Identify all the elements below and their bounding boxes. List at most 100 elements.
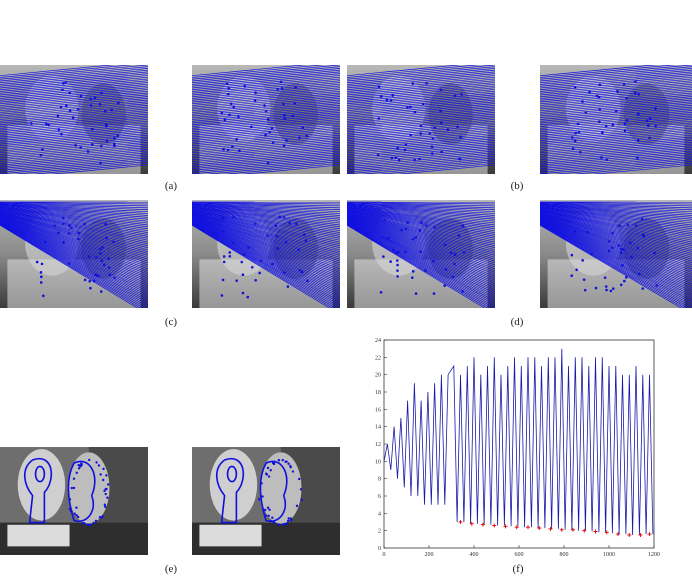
feature-point	[222, 148, 225, 151]
feature-point	[385, 98, 389, 102]
epipolar-line	[192, 217, 340, 279]
epipolar-line	[347, 211, 495, 249]
epipolar-line	[0, 208, 148, 235]
feature-point	[112, 142, 116, 146]
epipolar-line	[192, 111, 340, 127]
feature-point	[638, 272, 641, 276]
statue-head	[209, 449, 258, 521]
epipolar-line	[540, 217, 692, 281]
feature-point	[110, 108, 114, 112]
epipolar-line	[192, 202, 340, 209]
epipolar-line	[540, 122, 692, 138]
feature-point	[300, 270, 304, 274]
epipolar-line	[347, 220, 495, 292]
epipolar-line	[540, 205, 692, 224]
epipolar-line	[347, 69, 495, 85]
feature-point	[258, 271, 261, 275]
feature-point	[83, 222, 86, 226]
epipolar-line	[192, 209, 340, 243]
epipolar-line	[192, 207, 340, 230]
epipolar-line	[192, 207, 340, 233]
contour-path	[34, 465, 46, 483]
epipolar-line	[192, 131, 340, 147]
marker-point	[526, 525, 530, 530]
x-tick-label: 0	[383, 552, 386, 558]
feature-point	[419, 124, 423, 128]
feature-point	[382, 255, 385, 258]
feature-point	[411, 237, 415, 241]
marker-point	[582, 528, 587, 533]
feature-point	[446, 128, 450, 131]
epipolar-line	[347, 82, 495, 98]
contour-point	[265, 473, 269, 476]
marker-point	[537, 526, 542, 531]
epipolar-line	[540, 115, 692, 131]
epipolar-line	[347, 127, 495, 143]
contour-path	[259, 460, 288, 523]
epipolar-line	[192, 214, 340, 266]
feature-point	[379, 95, 383, 98]
feature-point	[101, 246, 104, 249]
statue-image-left	[0, 447, 148, 555]
feature-point	[57, 231, 60, 235]
epipolar-line	[347, 219, 495, 289]
feature-point	[113, 276, 116, 280]
feature-point	[113, 144, 116, 148]
epipolar-line	[347, 207, 495, 232]
epipolar-line	[0, 75, 148, 91]
epipolar-line	[0, 145, 148, 161]
feature-point	[430, 145, 434, 149]
contour-point	[75, 471, 78, 474]
feature-point	[88, 279, 92, 283]
feature-point	[404, 250, 407, 253]
epipolar-line	[192, 215, 340, 271]
epipolar-line	[540, 148, 692, 164]
feature-point	[268, 130, 271, 134]
feature-point	[57, 128, 61, 131]
epipolar-line	[0, 216, 148, 275]
contour-point	[104, 487, 107, 491]
feature-point	[271, 141, 275, 144]
epipolar-line	[192, 99, 340, 115]
epipolar-line	[540, 211, 692, 249]
epipolar-line	[0, 129, 148, 145]
feature-point	[582, 278, 586, 281]
feature-point	[100, 91, 103, 95]
epipolar-line	[192, 90, 340, 106]
epipolar-line	[347, 147, 495, 163]
epipolar-line	[192, 202, 340, 207]
epipolar-line	[347, 209, 495, 241]
epipolar-line	[0, 122, 148, 138]
epipolar-line	[347, 220, 495, 296]
epipolar-line	[192, 118, 340, 134]
feature-points	[379, 218, 466, 295]
contour-point	[101, 515, 104, 518]
epipolar-line	[540, 131, 692, 147]
epipolar-line	[0, 154, 148, 170]
feature-point	[232, 215, 235, 219]
feature-points	[376, 82, 463, 162]
feature-point	[575, 268, 578, 272]
epipolar-line	[540, 204, 692, 218]
feature-point	[242, 253, 246, 256]
epipolar-line	[347, 115, 495, 131]
contour-point	[281, 458, 284, 462]
contour-point	[267, 514, 270, 517]
epipolar-line	[540, 75, 692, 91]
epipolar-lines	[192, 65, 340, 174]
series-line	[383, 348, 654, 536]
feature-point	[590, 252, 593, 256]
feature-point	[221, 278, 225, 282]
epipolar-line	[0, 217, 148, 279]
contour-point	[103, 489, 106, 493]
feature-point	[240, 260, 244, 264]
epipolar-line	[361, 161, 495, 174]
epipolar-line	[0, 131, 148, 147]
contour-point	[106, 496, 109, 499]
feature-point	[404, 227, 408, 230]
epipolar-line	[347, 216, 495, 275]
feature-point	[77, 231, 81, 235]
epipolar-line	[0, 213, 148, 258]
epipolar-line	[347, 215, 495, 268]
caption-d: (d)	[510, 316, 524, 328]
